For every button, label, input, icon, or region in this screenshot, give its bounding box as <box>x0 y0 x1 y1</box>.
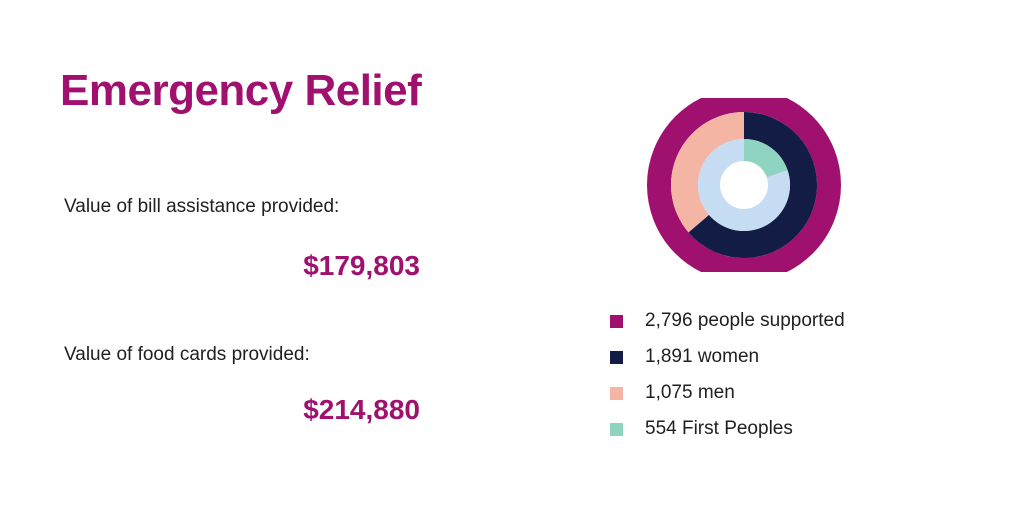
legend-label: 1,891 women <box>645 346 760 367</box>
donut-chart <box>647 98 841 272</box>
ring-first-peoples-slice <box>744 139 788 178</box>
food-cards-label: Value of food cards provided: <box>64 344 310 365</box>
chart-legend: 2,796 people supported 1,891 women 1,075… <box>610 303 845 447</box>
legend-item-men: 1,075 men <box>610 375 845 411</box>
legend-item-people-supported: 2,796 people supported <box>610 303 845 339</box>
legend-swatch <box>610 386 623 400</box>
legend-item-first-peoples: 554 First Peoples <box>610 411 845 447</box>
bill-assistance-label: Value of bill assistance provided: <box>64 196 340 217</box>
legend-label: 1,075 men <box>645 382 735 403</box>
ring-gender-slice <box>688 112 817 258</box>
ring-gender-slice <box>671 112 744 233</box>
legend-label: 2,796 people supported <box>645 310 845 331</box>
legend-swatch <box>610 350 623 364</box>
food-cards-value: $214,880 <box>303 394 420 425</box>
bill-assistance-value: $179,803 <box>303 250 420 281</box>
ring-total-slice <box>647 98 841 272</box>
legend-swatch <box>610 422 623 436</box>
ring-first-peoples-slice <box>698 139 790 231</box>
legend-swatch <box>610 314 623 328</box>
page-title: Emergency Relief <box>60 66 422 115</box>
legend-label: 554 First Peoples <box>645 418 793 439</box>
legend-item-women: 1,891 women <box>610 339 845 375</box>
